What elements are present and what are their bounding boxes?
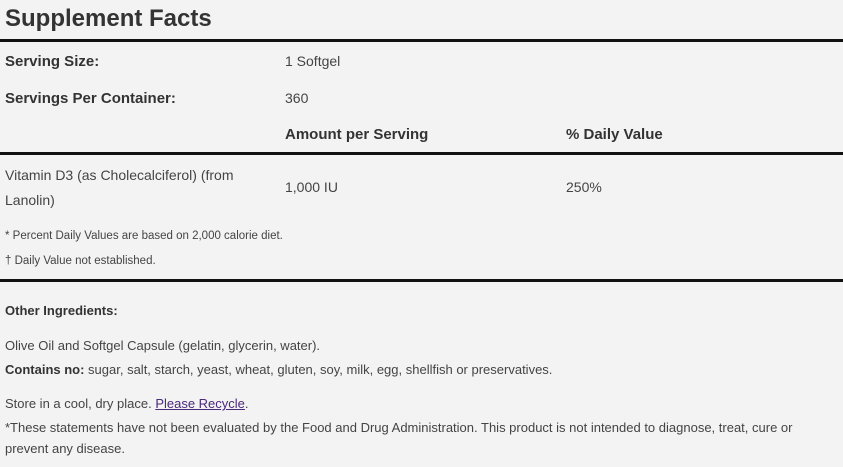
disclaimer-cont: prevent any disease. bbox=[5, 441, 125, 456]
servings-per-container-value: 360 bbox=[285, 90, 309, 106]
amount-header: Amount per Serving bbox=[285, 126, 429, 143]
nutrient-name: Vitamin D3 (as Cholecalciferol) (from bbox=[5, 167, 234, 183]
footnote: * Percent Daily Values are based on 2,00… bbox=[5, 230, 283, 242]
divider bbox=[0, 279, 843, 282]
contains-no: Contains no: sugar, salt, starch, yeast,… bbox=[5, 362, 552, 377]
serving-size-value: 1 Softgel bbox=[285, 53, 341, 69]
contains-no-label: Contains no: bbox=[5, 362, 85, 377]
storage-text: Store in a cool, dry place. bbox=[5, 396, 156, 411]
nutrient-name-cont: Lanolin) bbox=[5, 192, 55, 208]
serving-size-label: Serving Size: bbox=[5, 53, 100, 70]
contains-no-text: sugar, salt, starch, yeast, wheat, glute… bbox=[84, 362, 553, 377]
servings-per-container-label: Servings Per Container: bbox=[5, 90, 176, 107]
nutrient-dv: 250% bbox=[566, 179, 602, 195]
nutrient-amount: 1,000 IU bbox=[285, 179, 338, 195]
storage-period: . bbox=[244, 396, 249, 411]
footnote: † Daily Value not established. bbox=[5, 255, 156, 267]
other-ingredients-text: Olive Oil and Softgel Capsule (gelatin, … bbox=[5, 338, 321, 353]
daily-value-header: % Daily Value bbox=[566, 126, 663, 143]
divider bbox=[0, 39, 843, 42]
storage: Store in a cool, dry place. Please Recyc… bbox=[5, 396, 249, 411]
page-title: Supplement Facts bbox=[5, 5, 212, 32]
divider bbox=[0, 152, 843, 155]
other-ingredients-label: Other Ingredients: bbox=[5, 303, 118, 318]
disclaimer: *These statements have not been evaluate… bbox=[5, 420, 793, 435]
please-recycle-link[interactable]: Please Recycle bbox=[155, 396, 245, 411]
